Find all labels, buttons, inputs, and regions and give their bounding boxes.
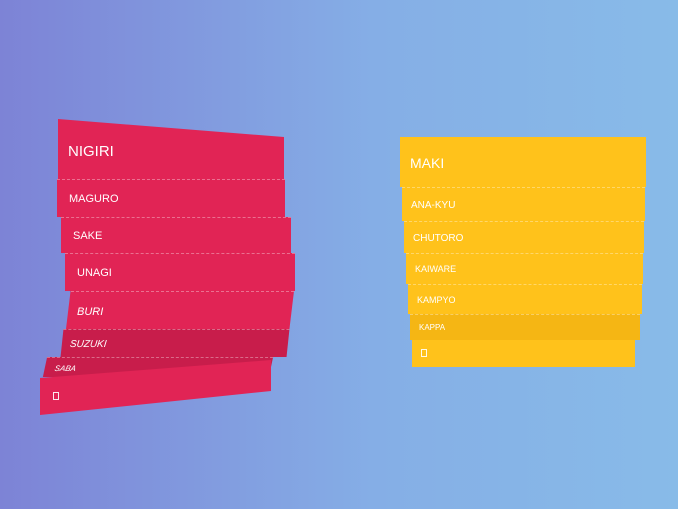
maki-item-kappa[interactable]: KAPPA [410, 314, 640, 340]
nigiri-item-sake[interactable]: SAKE [61, 217, 291, 253]
maki-title: MAKI [410, 155, 445, 171]
nigiri-item-unagi[interactable]: UNAGI [65, 253, 295, 291]
maki-item-label: CHUTORO [413, 233, 464, 244]
nigiri-item-label: MAGURO [69, 193, 119, 205]
nigiri-item-suzuki[interactable]: SUZUKI [60, 329, 290, 357]
unknown-glyph-icon [421, 349, 427, 357]
nigiri-item-label: UNAGI [77, 267, 112, 279]
maki-item-kampyo[interactable]: KAMPYO [408, 284, 642, 314]
maki-footer[interactable] [412, 340, 635, 367]
maki-item-chutoro[interactable]: CHUTORO [404, 221, 644, 253]
nigiri-item-label: SUZUKI [69, 339, 108, 350]
maki-item-ana-kyu[interactable]: ANA-KYU [402, 187, 645, 221]
maki-header[interactable]: MAKI [400, 137, 646, 187]
nigiri-item-label: BURI [77, 306, 104, 318]
maki-item-label: ANA-KYU [411, 200, 456, 211]
unknown-glyph-icon [53, 392, 59, 400]
nigiri-title: NIGIRI [68, 143, 114, 160]
nigiri-item-label: SAKE [73, 230, 103, 242]
nigiri-header[interactable]: NIGIRI [58, 119, 284, 179]
nigiri-item-buri[interactable]: BURI [66, 291, 294, 329]
maki-item-label: KAIWARE [415, 264, 457, 274]
nigiri-item-label: SABA [53, 364, 77, 373]
maki-item-label: KAMPYO [417, 295, 456, 305]
maki-item-label: KAPPA [419, 323, 446, 332]
maki-item-kaiware[interactable]: KAIWARE [406, 253, 643, 284]
nigiri-item-maguro[interactable]: MAGURO [57, 179, 285, 217]
